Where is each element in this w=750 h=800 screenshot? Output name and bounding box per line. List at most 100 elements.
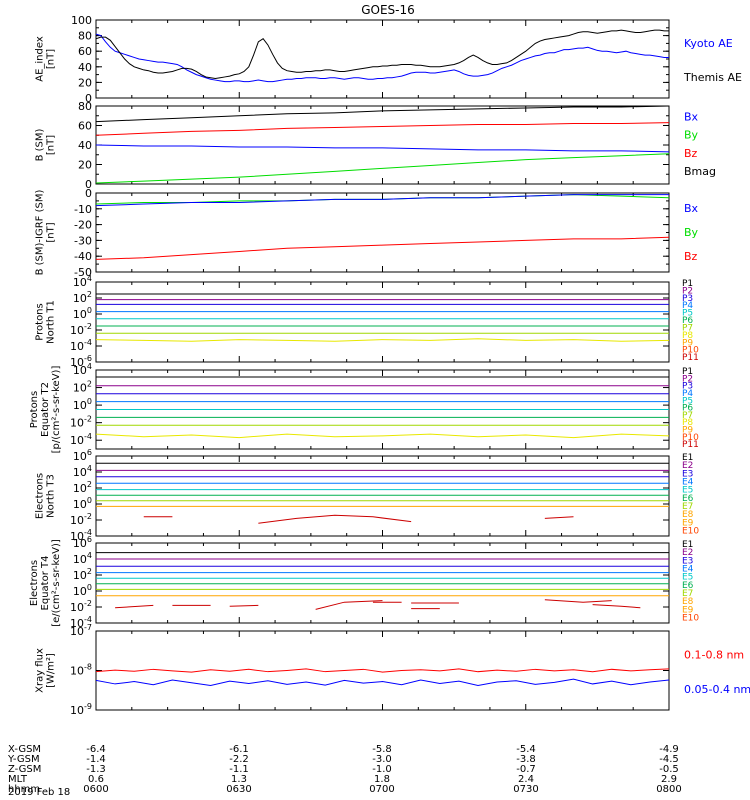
data-segment [258, 514, 412, 524]
y-axis-label: Electrons North T3 [35, 473, 57, 519]
y-axis-label-line: B (SM) [35, 128, 46, 161]
y-tick-label: 10-8 [70, 663, 92, 678]
legend-item: P7 [682, 323, 693, 333]
y-tick-label: 104 [73, 551, 92, 566]
y-tick-base: 10 [73, 498, 87, 511]
y-tick-label: 40 [78, 139, 92, 152]
y-axis-label: Protons Equator T2 [p/(cm²-s-sr-keV)] [29, 366, 62, 454]
y-tick-base: 10 [70, 417, 84, 430]
y-tick-label: 10-4 [70, 338, 92, 353]
y-axis-label-line: B (SM)-IGRF (SM) [35, 190, 46, 276]
y-tick-base: 10 [73, 364, 87, 377]
series-bz [96, 122, 669, 136]
y-tick-label: 10-4 [70, 615, 92, 630]
y-tick-exponent: -6 [84, 354, 92, 363]
y-tick-base: 10 [70, 704, 84, 717]
y-tick-exponent: 0 [87, 583, 92, 592]
footer-value: 2.4 [518, 774, 534, 785]
y-tick-exponent: 6 [87, 535, 92, 544]
legend-item: E2 [682, 461, 693, 471]
y-tick-base: 10 [70, 665, 84, 678]
panel-frame [95, 192, 670, 273]
legend-item: E1 [682, 453, 693, 463]
footer-value: 1.8 [374, 774, 390, 785]
data-segment [698, 516, 750, 522]
footer-value: -1.1 [229, 764, 249, 775]
footer-value: -1.4 [86, 754, 106, 765]
legend-item: P8 [682, 418, 693, 428]
footer-value: -1.0 [372, 764, 392, 775]
y-tick-label: 40 [78, 61, 92, 74]
legend-item: P6 [682, 316, 693, 326]
legend-item: P11 [682, 440, 699, 450]
legend-item: E9 [682, 518, 694, 528]
y-tick-base: 10 [73, 382, 87, 395]
y-tick-label: 106 [73, 448, 92, 463]
footer-value: -6.1 [229, 744, 249, 755]
y-axis-label-line: Xray flux [35, 648, 46, 693]
y-axis-label-line: [e/(cm²-s-sr-keV)] [51, 539, 62, 627]
y-tick-label: 100 [73, 583, 92, 598]
legend-item: Kyoto AE [684, 37, 733, 50]
legend-item: E8 [682, 510, 694, 520]
data-segment [315, 600, 383, 610]
legend-item: P8 [682, 331, 693, 341]
data-segment [544, 516, 574, 519]
y-axis-label-line: [W/m²] [46, 653, 57, 688]
footer-row-label: X-GSM [8, 744, 41, 755]
legend-item: E6 [682, 581, 694, 591]
footer-row-label: MLT [8, 774, 28, 785]
y-tick-exponent: -2 [84, 322, 92, 331]
legend-item: P10 [682, 433, 699, 443]
y-tick-label: 10-7 [70, 623, 92, 638]
data-segment [229, 604, 259, 607]
footer-value: -1.3 [86, 764, 106, 775]
footer-row-label: Z-GSM [8, 764, 41, 775]
y-axis-label-line: [nT] [46, 135, 57, 155]
legend-item: P1 [682, 279, 693, 289]
y-tick-label: -30 [74, 234, 92, 247]
y-tick-label: 60 [78, 120, 92, 133]
y-tick-label: 106 [73, 535, 92, 550]
y-tick-label: -40 [74, 250, 92, 263]
y-axis-label: AE_index [nT] [35, 36, 57, 82]
y-tick-label: 10-6 [70, 354, 92, 369]
y-axis-label-line: Equator T2 [40, 382, 51, 437]
y-tick-label: 104 [73, 274, 92, 289]
y-tick-base: 10 [73, 553, 87, 566]
footer-value: -5.8 [372, 744, 392, 755]
y-axis-label-line: North T3 [46, 474, 57, 518]
y-tick-exponent: 2 [87, 567, 92, 576]
legend-item: E8 [682, 597, 694, 607]
y-tick-base: 10 [70, 601, 84, 614]
legend-item: P7 [682, 411, 693, 421]
y-axis-label-line: Protons [35, 303, 46, 340]
legend-item: P4 [682, 389, 693, 399]
y-tick-exponent: 4 [87, 464, 92, 473]
y-tick-base: 10 [73, 569, 87, 582]
y-tick-exponent: -8 [84, 663, 92, 672]
y-tick-base: 10 [73, 276, 87, 289]
footer-value: -5.4 [516, 744, 536, 755]
y-tick-base: 10 [73, 585, 87, 598]
legend-item: Bmag [684, 165, 716, 178]
legend-item: 0.1-0.8 nm [684, 648, 744, 661]
y-tick-label: 10-2 [70, 415, 92, 430]
footer-value: -0.5 [659, 764, 679, 775]
y-tick-exponent: 0 [87, 306, 92, 315]
legend-item: P4 [682, 301, 693, 311]
legend-item: E10 [682, 526, 699, 536]
y-tick-exponent: -2 [84, 512, 92, 521]
y-tick-base: 10 [73, 466, 87, 479]
y-tick-base: 10 [70, 530, 84, 543]
series-bz [96, 236, 669, 260]
y-tick-label: 100 [73, 397, 92, 412]
footer-value: 2.9 [661, 774, 677, 785]
footer-row-label: Y-GSM [7, 754, 40, 765]
footer-value: -4.5 [659, 754, 679, 765]
series-0-1-0-8-nm [96, 668, 669, 673]
